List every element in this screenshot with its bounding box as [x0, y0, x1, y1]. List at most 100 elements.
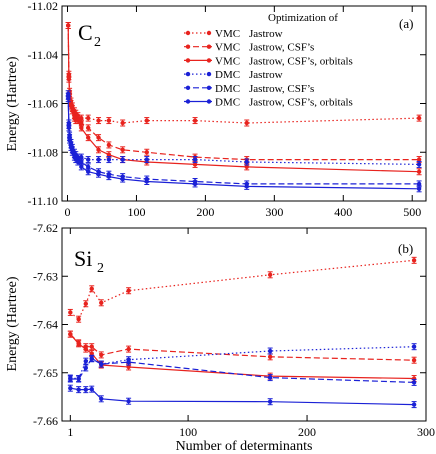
data-point — [79, 125, 84, 131]
data-point — [416, 115, 422, 121]
data-point — [85, 164, 91, 170]
panel-tag-b: (b) — [398, 241, 413, 256]
data-point — [416, 169, 422, 174]
ylabel-b: Energy (Hartree) — [5, 276, 20, 371]
data-point — [68, 385, 73, 391]
molecule-label-b: Si — [74, 246, 92, 271]
data-point — [416, 181, 422, 187]
legend-method: VMC — [215, 28, 240, 40]
data-point — [416, 186, 422, 192]
legend-marker — [206, 99, 212, 104]
y-tick-label: -7.62 — [33, 221, 58, 235]
legend-marker — [185, 58, 191, 63]
x-tick-label: 100 — [179, 425, 197, 439]
data-point — [66, 23, 71, 28]
data-point — [76, 316, 81, 322]
data-point — [126, 399, 131, 404]
data-point — [89, 351, 94, 356]
data-point — [144, 157, 149, 162]
data-point — [76, 387, 81, 392]
data-point — [96, 171, 101, 177]
data-point — [120, 157, 125, 162]
data-point — [79, 115, 84, 121]
data-point — [79, 120, 84, 126]
legend-marker — [206, 58, 212, 63]
molecule-subscript-a: 2 — [94, 35, 101, 50]
data-point — [76, 341, 81, 346]
data-point — [416, 162, 422, 167]
data-point — [411, 380, 417, 385]
data-point — [120, 176, 125, 182]
data-point — [85, 115, 91, 121]
data-point — [416, 157, 422, 162]
data-point — [267, 272, 273, 278]
data-point — [106, 142, 112, 148]
data-point — [126, 359, 131, 365]
data-point — [89, 286, 94, 291]
legend-method: VMC — [215, 55, 240, 67]
data-point — [68, 310, 73, 315]
legend-title: Optimization of — [268, 12, 338, 24]
x-tick-label: 400 — [334, 205, 352, 219]
legend: Optimization of VMC Jastrow VMC Jastrow, CS… — [184, 12, 353, 109]
data-point — [75, 159, 81, 165]
ticks-a: 0 100 200 300 400 500 -11.10 -11.08 -11.06 -11.04… — [27, 0, 426, 219]
data-point — [267, 354, 273, 360]
legend-marker — [185, 99, 191, 104]
data-point — [83, 358, 88, 364]
x-tick-label: 100 — [127, 205, 145, 219]
data-point — [66, 125, 72, 131]
data-point — [68, 376, 73, 382]
series-b — [67, 256, 417, 409]
data-point — [106, 118, 112, 123]
x-tick-label: 300 — [417, 425, 435, 439]
data-point — [89, 386, 94, 392]
data-point — [411, 344, 417, 349]
data-point — [144, 118, 149, 123]
legend-rows: VMC Jastrow VMC Jastrow, CSF’s VMC Jastrow, C… — [184, 28, 353, 109]
x-tick-label: 200 — [298, 425, 316, 439]
x-tick-label: 300 — [265, 205, 283, 219]
data-point — [83, 346, 88, 352]
data-point — [67, 137, 72, 143]
data-point — [70, 150, 75, 155]
y-tick-label: -7.64 — [33, 318, 58, 332]
plot-frame-b — [61, 227, 427, 422]
panel-a: 0 100 200 300 400 500 -11.10 -11.08 -11.06 -11.04… — [5, 0, 427, 219]
legend-label: Jastrow, CSF’s, orbitals — [249, 55, 353, 67]
y-tick-label: -7.63 — [33, 269, 58, 283]
legend-marker — [206, 30, 212, 36]
legend-method: VMC — [215, 42, 240, 54]
data-point — [126, 288, 131, 293]
data-point — [244, 120, 249, 126]
data-point — [99, 361, 104, 367]
molecule-label-a: C — [78, 20, 93, 45]
data-point — [244, 184, 249, 189]
data-point — [192, 162, 198, 167]
data-point — [96, 118, 101, 123]
data-point — [76, 376, 81, 382]
data-point — [192, 157, 198, 162]
data-point — [66, 96, 71, 101]
legend-marker — [185, 85, 191, 91]
legend-label: Jastrow, CSF’s, orbitals — [249, 97, 353, 109]
data-point — [106, 157, 112, 162]
ylabel-a: Energy (Hartree) — [5, 56, 20, 151]
x-tick-label: 0 — [65, 205, 71, 219]
legend-label: Jastrow — [249, 28, 283, 40]
data-point — [79, 164, 84, 170]
data-point — [79, 154, 84, 160]
data-point — [85, 169, 91, 174]
data-point — [411, 402, 417, 407]
data-point — [89, 356, 94, 361]
series-line-b-1 — [69, 333, 415, 361]
legend-method: DMC — [215, 69, 240, 81]
legend-marker — [185, 71, 191, 77]
data-point — [99, 396, 104, 402]
x-tick-label: 200 — [196, 205, 214, 219]
series-line-b-2 — [69, 333, 415, 380]
series-line-a-3 — [67, 93, 420, 165]
data-point — [192, 118, 198, 123]
y-tick-label: -11.02 — [27, 0, 58, 13]
